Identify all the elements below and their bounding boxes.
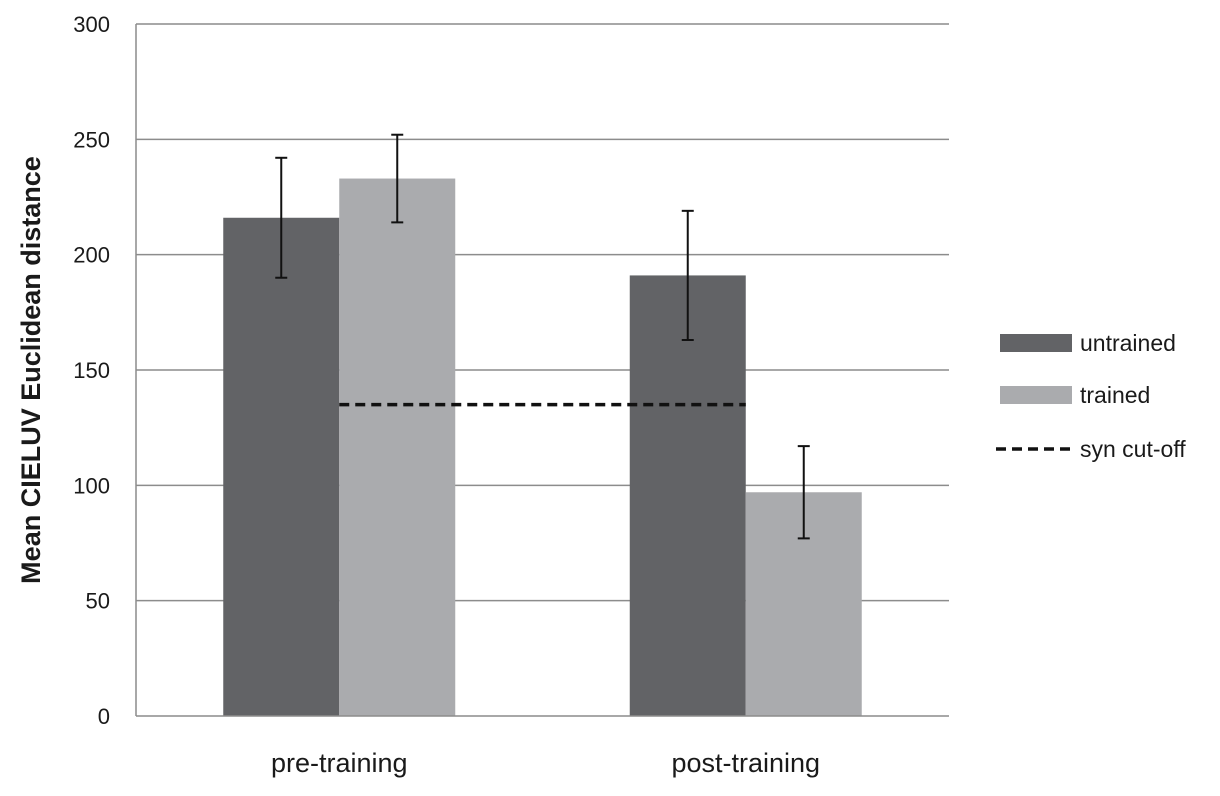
y-tick-label: 100 xyxy=(73,473,110,498)
error-bar-untrained-post-training xyxy=(681,209,694,342)
category-label: pre-training xyxy=(271,748,408,778)
y-axis-ticks: 0 50 100 150 200 250 300 xyxy=(73,12,110,729)
category-label: post-training xyxy=(671,748,820,778)
y-tick-label: 200 xyxy=(73,243,110,268)
y-tick-label: 0 xyxy=(98,704,110,729)
y-axis-label: Mean CIELUV Euclidean distance xyxy=(16,156,46,584)
error-bar-trained-post-training xyxy=(797,445,810,540)
y-tick-label: 250 xyxy=(73,127,110,152)
legend-label-untrained: untrained xyxy=(1080,330,1176,356)
legend-label-syn-cutoff: syn cut-off xyxy=(1080,436,1186,462)
y-tick-label: 50 xyxy=(86,589,110,614)
bar-untrained-pre-training xyxy=(223,217,340,716)
bar-trained-pre-training xyxy=(339,178,456,717)
legend: untrained trained syn cut-off xyxy=(996,330,1186,462)
error-bars xyxy=(275,133,810,540)
legend-swatch-untrained xyxy=(1000,334,1072,352)
error-bar-untrained-pre-training xyxy=(275,156,288,279)
error-bar-trained-pre-training xyxy=(391,133,404,224)
legend-label-trained: trained xyxy=(1080,382,1150,408)
y-tick-label: 150 xyxy=(73,358,110,383)
bar-untrained-post-training xyxy=(629,275,746,716)
category-labels: pre-training post-training xyxy=(271,748,820,778)
axes xyxy=(135,24,949,717)
y-tick-label: 300 xyxy=(73,12,110,37)
bars xyxy=(223,178,862,717)
legend-swatch-trained xyxy=(1000,386,1072,404)
